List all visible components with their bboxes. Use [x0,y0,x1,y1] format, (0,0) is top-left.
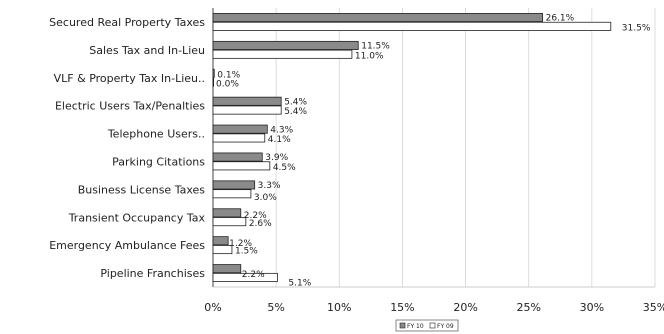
category-label: VLF & Property Tax In-Lieu.. [54,72,205,85]
bar-fy09 [212,49,353,59]
bar-fy10 [212,236,229,246]
bar-fy10 [212,96,282,106]
value-label-fy10: 2.2% [244,211,267,221]
value-label-fy09: 0.0% [216,79,239,89]
bar-fy09 [212,189,252,199]
category-label: Sales Tax and In-Lieu [89,44,205,57]
legend: FY 10 FY 09 [395,319,459,332]
bar-fy09 [212,161,271,171]
x-tick-label: 10% [327,301,351,314]
value-label-fy09: 31.5% [622,23,651,33]
legend-box [395,319,459,332]
x-tick-label: 25% [516,301,540,314]
value-label-fy10: 3.3% [258,181,281,191]
value-label-fy09: 5.4% [284,107,307,117]
value-label-fy09: 11.0% [355,51,384,61]
x-axis-ticks: 0% 5% 10% 15% 20% 25% 30% 35% [204,301,664,314]
legend-label: FY 09 [437,323,454,330]
bar-fy10 [212,208,242,218]
category-label: Business License Taxes [78,183,206,196]
category-label: Pipeline Franchises [100,267,205,280]
category-label: Transient Occupancy Tax [68,211,206,224]
bar-fy09 [212,272,278,282]
category-label: Parking Citations [112,155,205,168]
value-label-fy09: 4.5% [273,163,296,173]
x-tick-label: 5% [267,301,284,314]
value-label-fy09: 2.6% [249,219,272,229]
value-label-fy09: 4.1% [268,135,291,145]
value-label-fy09: 5.1% [288,279,311,289]
bar-fy10 [212,13,544,23]
value-label-fy10: 0.1% [217,70,240,80]
value-label-fy10: 11.5% [361,42,390,52]
legend-label: FY 10 [407,323,424,330]
bar-fy10 [212,68,215,78]
bar-fy09 [212,105,282,115]
value-label-fy09: 1.5% [235,247,258,257]
bar-fy09 [212,21,612,31]
bar-fy10 [212,180,256,190]
value-label-fy10: 26.1% [546,14,575,24]
bar-fy10 [212,264,242,274]
x-tick-label: 15% [390,301,414,314]
value-label-fy10: 4.3% [270,125,293,135]
bar-fy09 [212,133,266,143]
x-tick-label: 20% [453,301,477,314]
legend-swatch [399,322,406,329]
x-tick-label: 30% [580,301,604,314]
category-label: Emergency Ambulance Fees [49,239,205,252]
category-label: Telephone Users.. [107,128,205,141]
bar-fy09 [212,217,247,227]
x-tick-label: 0% [204,301,221,314]
bar-fy10 [212,152,263,162]
bar-fy09 [212,77,215,87]
value-label-fy10: 2.2% [242,270,265,280]
category-labels: Secured Real Property Taxes Sales Tax and… [49,16,205,280]
category-label: Electric Users Tax/Penalties [55,100,205,113]
bar-fy10 [212,40,359,50]
bars [212,13,612,282]
x-tick-label: 35% [643,301,664,314]
value-labels: 26.1% 31.5% 11.5%11.0% 0.1%0.0% 5.4%5.4% 4.3%… [216,14,651,289]
category-label: Secured Real Property Taxes [49,16,205,29]
value-label-fy10: 1.2% [229,239,252,249]
value-label-fy09: 3.0% [254,193,277,203]
value-label-fy10: 5.4% [284,97,307,107]
bar-fy09 [212,245,233,255]
bar-fy10 [212,124,268,134]
value-label-fy10: 3.9% [265,153,288,163]
legend-swatch [429,322,436,329]
